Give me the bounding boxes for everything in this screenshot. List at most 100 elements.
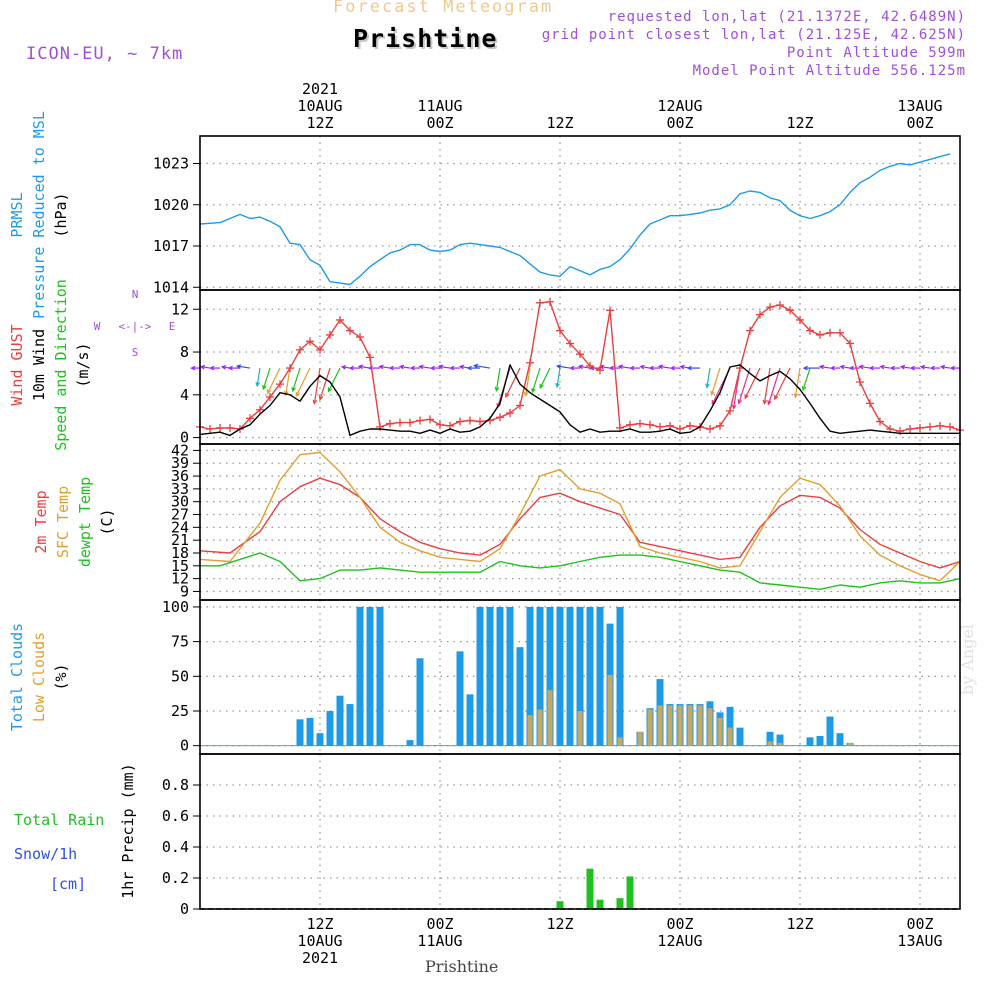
compass-west: W [94, 320, 101, 333]
bottom-time-label: 00Z [426, 915, 453, 933]
low-cloud-bar [697, 705, 703, 746]
wind-direction-arrow [880, 365, 891, 369]
wind-arrow-head [879, 364, 885, 370]
wind-arrow-head [523, 391, 529, 398]
wind-arrow-head [929, 365, 935, 371]
pressure-line [199, 153, 951, 286]
gust-marker [686, 421, 694, 430]
wind-arrow-head [255, 381, 261, 388]
y-tick-label: 4 [180, 386, 189, 404]
y-axis-label: Speed and Direction [52, 279, 70, 451]
wind-direction-arrow [525, 367, 531, 396]
gust-marker [816, 330, 824, 339]
bottom-time-label: 12Z [306, 915, 333, 933]
low-cloud-bar [767, 741, 773, 746]
y-axis-label: 1hr Precip (mm) [119, 763, 137, 898]
rain-bar [596, 899, 604, 909]
total-cloud-bar [416, 658, 424, 746]
gust-marker [286, 364, 294, 373]
requested-coords: requested lon,lat (21.1372E, 42.6489N) [607, 9, 966, 25]
y-axis-label: (hPa) [52, 192, 70, 237]
gust-marker [346, 326, 354, 335]
wind-arrow-head [418, 364, 424, 370]
y-tick-label: 21 [171, 531, 189, 549]
gust-marker [716, 421, 724, 430]
wind-line [199, 364, 960, 437]
top-time-label: 2021 [302, 80, 338, 98]
total-cloud-bar [586, 606, 594, 746]
wind-direction-arrow [744, 367, 761, 399]
gust-marker [596, 366, 604, 375]
wind-direction-arrow [379, 365, 391, 369]
wind-arrow-head [398, 364, 405, 370]
gust-marker [636, 419, 644, 428]
wind-arrow-head [829, 365, 835, 371]
gust-marker [366, 353, 374, 362]
wind-arrow-head [266, 389, 272, 395]
top-time-label: 00Z [666, 114, 693, 132]
total-cloud-bar [316, 733, 324, 746]
low-cloud-bar [687, 705, 693, 746]
wind-arrow-head [949, 365, 955, 371]
y-axis-label: Low Clouds [30, 632, 48, 722]
wind-direction-arrow [820, 365, 831, 369]
top-time-label: 12AUG [657, 97, 702, 115]
y-tick-label: 75 [171, 633, 189, 651]
wind-arrow-head [472, 363, 479, 369]
total-cloud-bar [616, 606, 624, 746]
total-cloud-bar [476, 606, 484, 746]
wind-arrow-head [295, 391, 300, 398]
gust-marker [916, 423, 924, 432]
total-rain-label: Total Rain [14, 811, 104, 829]
gust-marker [566, 339, 574, 348]
gust-marker [296, 345, 304, 354]
gust-marker [276, 380, 284, 389]
gust-marker [466, 416, 474, 425]
top-time-label: 13AUG [897, 97, 942, 115]
wind-arrow-head [348, 365, 354, 371]
gust-marker [706, 425, 714, 434]
gust-marker [526, 358, 534, 367]
subtitle: Forecast Meteogram [333, 0, 554, 17]
total-cloud-bar [596, 606, 604, 746]
wind-arrow-head [710, 390, 715, 397]
low-cloud-bar [617, 737, 623, 746]
gust-marker [806, 326, 814, 335]
gust-marker [266, 392, 274, 401]
wind-arrow-head [227, 365, 233, 371]
total-cloud-bar [516, 647, 524, 746]
wind-direction-arrow [600, 365, 611, 369]
wind-arrow-head [617, 364, 624, 370]
total-cloud-bar [566, 606, 574, 746]
y-tick-label: 24 [171, 518, 189, 536]
total-cloud-bar [336, 695, 344, 746]
gust-marker [256, 405, 264, 414]
y-tick-label: 1014 [153, 278, 189, 296]
y-tick-label: 15 [171, 557, 189, 575]
total-cloud-bar [496, 606, 504, 746]
y-axis-label: Wind GUST [8, 324, 26, 405]
wind-direction-arrow [201, 366, 211, 369]
wind-direction-arrow [556, 367, 561, 387]
gust-marker [546, 297, 554, 306]
wind-arrow-head [262, 384, 267, 391]
wind-arrow-head [327, 387, 333, 393]
y-axis-label: Total Clouds [8, 623, 26, 731]
y-tick-label: 33 [171, 480, 189, 498]
y-tick-label: 100 [162, 598, 189, 616]
y-axis-label: (C) [98, 508, 116, 535]
wind-arrow-head [767, 400, 772, 406]
wind-direction-arrow [237, 365, 251, 369]
y-tick-label: 27 [171, 506, 189, 524]
wind-direction-arrow [579, 365, 591, 369]
model-name: ICON-EU, ~ 7km [26, 44, 184, 64]
y-axis-label: Pressure Reduced to MSL [30, 111, 48, 319]
low-cloud-bar [547, 690, 553, 746]
wind-arrow-head [318, 395, 324, 401]
wind-arrow-head [737, 399, 743, 405]
wind-arrow-head [889, 365, 895, 371]
wind-direction-arrow [557, 365, 571, 369]
rain-bar [556, 901, 564, 909]
wind-direction-arrow [710, 367, 721, 395]
